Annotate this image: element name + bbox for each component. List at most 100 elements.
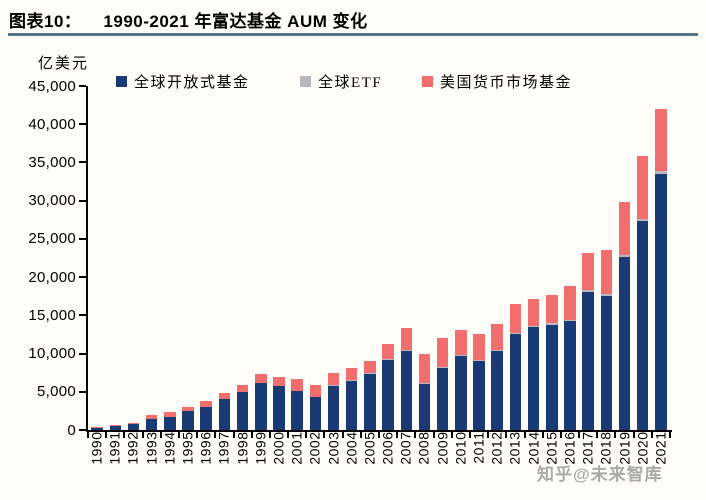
legend-label: 全球开放式基金 xyxy=(134,74,250,91)
x-axis-tick xyxy=(287,432,290,438)
y-axis-tick xyxy=(79,429,86,431)
x-axis-tick xyxy=(177,432,180,438)
bar-segment-us-money-market xyxy=(509,303,522,334)
bar-segment-us-money-market xyxy=(436,338,449,367)
y-axis-tick xyxy=(79,123,86,126)
x-axis-year-label: 1996 xyxy=(197,431,214,465)
legend-swatch-icon xyxy=(300,75,311,87)
x-axis-tick xyxy=(159,432,162,438)
y-axis-tick xyxy=(79,199,86,202)
bar-segment-global-etf xyxy=(582,289,594,292)
x-axis-tick xyxy=(578,432,581,438)
bar-segment-open-end-fund xyxy=(436,367,449,430)
bar-segment-open-end-fund xyxy=(109,426,122,430)
x-axis-year-label: 2003 xyxy=(325,431,342,465)
figure-number: 图表10： xyxy=(9,12,82,31)
bar-segment-open-end-fund xyxy=(564,321,576,430)
bar-segment-us-money-market xyxy=(564,286,576,320)
bar-segment-us-money-market xyxy=(291,379,303,391)
bar-segment-global-etf xyxy=(436,366,449,368)
bar-segment-us-money-market xyxy=(418,353,431,383)
x-axis-year-label: 2008 xyxy=(415,431,432,465)
bar-segment-open-end-fund xyxy=(364,373,376,430)
bar-segment-us-money-market xyxy=(582,252,594,290)
bar-segment-us-money-market xyxy=(455,330,467,355)
legend-label: 全球ETF xyxy=(318,74,383,91)
bar-segment-us-money-market xyxy=(473,334,485,360)
x-axis-tick xyxy=(250,432,253,438)
bar-segment-open-end-fund xyxy=(345,380,358,430)
y-axis-tick-label: 45,000 xyxy=(28,77,76,95)
bar-segment-global-etf xyxy=(364,373,376,374)
legend-swatch-icon xyxy=(116,75,127,87)
x-axis-year-label: 1991 xyxy=(106,431,123,465)
x-axis-tick xyxy=(232,432,235,438)
x-axis-year-label: 2002 xyxy=(306,431,323,465)
x-axis-tick xyxy=(341,432,344,438)
x-axis-tick xyxy=(414,432,417,438)
x-axis-year-label: 2011 xyxy=(470,431,487,464)
bar-segment-us-money-market xyxy=(218,392,231,400)
bar-segment-global-etf xyxy=(618,254,631,258)
bar-segment-open-end-fund xyxy=(91,427,103,430)
bar-segment-open-end-fund xyxy=(382,360,394,430)
y-axis-unit-label: 亿美元 xyxy=(38,56,90,72)
x-axis-tick xyxy=(596,432,599,438)
x-axis-year-label: 2006 xyxy=(379,431,396,465)
legend-swatch-icon xyxy=(422,75,433,87)
x-axis-tick xyxy=(523,432,526,438)
y-axis-tick-label: 0 xyxy=(67,421,76,439)
y-axis-tick-label: 35,000 xyxy=(28,153,76,171)
x-axis-tick xyxy=(541,432,544,438)
bar-segment-us-money-market xyxy=(618,202,631,255)
bar-segment-open-end-fund xyxy=(327,385,340,430)
y-axis-tick xyxy=(79,390,86,393)
chart-header: 图表10： 1990-2021 年富达基金 AUM 变化 xyxy=(9,7,368,32)
x-axis-tick xyxy=(487,432,490,438)
bar-segment-us-money-market xyxy=(109,425,122,427)
x-axis-tick xyxy=(196,432,199,438)
bar-segment-open-end-fund xyxy=(127,424,140,430)
bar-segment-global-etf xyxy=(655,170,667,174)
bar-segment-open-end-fund xyxy=(600,296,613,430)
bar-segment-global-etf xyxy=(382,359,394,361)
y-axis-tick-label: 25,000 xyxy=(28,230,76,248)
bar-segment-us-money-market xyxy=(200,400,212,408)
bar-segment-open-end-fund xyxy=(473,360,485,430)
x-axis-tick xyxy=(378,432,380,438)
bar-segment-open-end-fund xyxy=(418,383,431,430)
legend-item-us-money-market: 美国货币市场基金 xyxy=(422,73,572,91)
bar-segment-us-money-market xyxy=(91,426,103,428)
x-axis-tick xyxy=(505,432,508,438)
x-axis-year-label: 2000 xyxy=(270,431,287,465)
x-axis-year-label: 2007 xyxy=(397,431,414,465)
y-axis-tick-label: 40,000 xyxy=(28,115,76,133)
x-axis-tick xyxy=(359,432,362,438)
x-axis-tick xyxy=(669,432,671,438)
watermark: 知乎@未来智库 xyxy=(537,465,663,484)
x-axis-tick xyxy=(305,432,308,438)
x-axis-tick xyxy=(650,432,653,438)
bar-segment-global-etf xyxy=(600,294,613,297)
bar-segment-open-end-fund xyxy=(636,221,649,430)
y-axis-tick xyxy=(79,161,86,164)
x-axis-tick xyxy=(468,432,471,438)
bar-segment-global-etf xyxy=(509,333,522,335)
y-axis-tick xyxy=(79,276,86,279)
bar-segment-open-end-fund xyxy=(255,382,267,430)
x-axis-tick xyxy=(87,432,89,438)
bar-segment-us-money-market xyxy=(655,108,667,171)
bar-segment-us-money-market xyxy=(345,368,358,380)
x-axis-year-label: 1997 xyxy=(215,431,232,465)
y-axis-tick-label: 10,000 xyxy=(28,345,76,363)
y-axis-tick xyxy=(79,85,86,87)
bar-segment-us-money-market xyxy=(491,324,503,350)
y-axis-tick xyxy=(79,314,86,317)
x-axis-year-label: 2012 xyxy=(488,431,505,465)
bar-segment-us-money-market xyxy=(382,343,394,360)
y-axis-tick-label: 5,000 xyxy=(36,383,76,401)
y-axis-tick-label: 15,000 xyxy=(28,306,76,324)
x-axis-year-label: 2001 xyxy=(288,431,305,465)
x-axis-year-label: 1994 xyxy=(161,431,178,465)
bar-segment-open-end-fund xyxy=(291,390,303,430)
